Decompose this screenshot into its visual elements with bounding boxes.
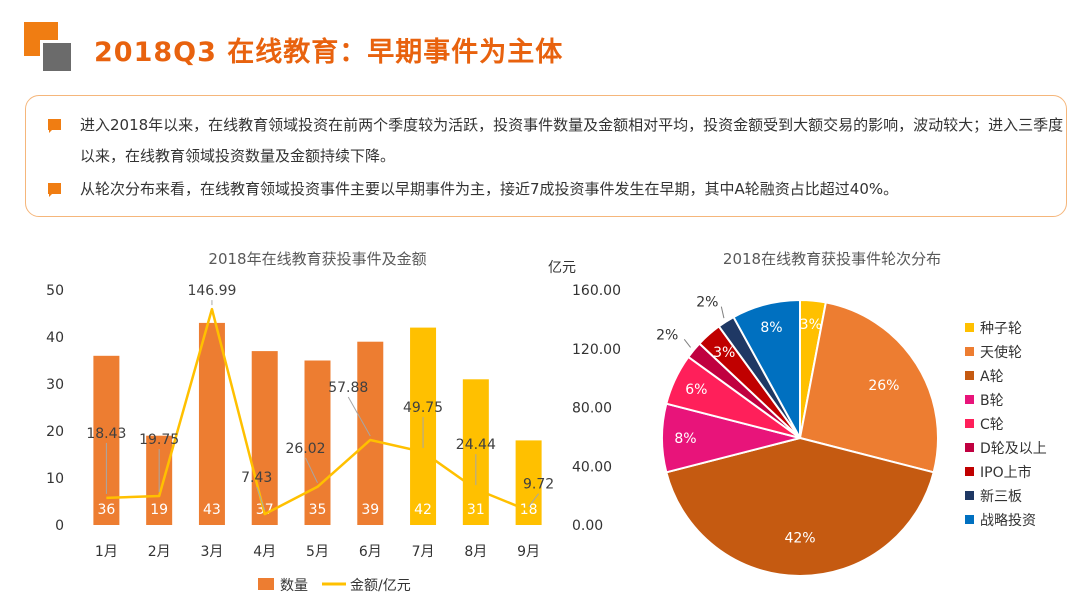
bar-4月	[251, 351, 278, 525]
legend-label-新三板: 新三板	[980, 489, 1022, 505]
legend-label-D轮及以上: D轮及以上	[980, 441, 1047, 457]
pie-slice-label: 8%	[760, 320, 782, 336]
line-label-leader	[347, 396, 371, 437]
legend-label-A轮: A轮	[980, 369, 1004, 385]
x-axis-tick: 3月	[200, 544, 223, 560]
legend-swatch-count	[258, 578, 274, 590]
bar-5月	[304, 360, 331, 525]
pie-chart-title: 2018在线教育获投事件轮次分布	[723, 250, 941, 268]
legend-label-C轮: C轮	[980, 417, 1004, 433]
x-axis-tick: 2月	[148, 544, 171, 560]
pie-slice-天使轮	[798, 301, 939, 474]
page-title: 2018Q3 在线教育：早期事件为主体	[94, 37, 564, 68]
bar-6月	[357, 341, 384, 525]
legend-swatch	[965, 443, 974, 452]
x-axis-tick: 4月	[253, 544, 276, 560]
line-value-label: 9.72	[523, 477, 554, 493]
line-value-label: 49.75	[403, 400, 443, 416]
legend-label-IPO上市: IPO上市	[980, 464, 1032, 481]
bar-9月	[515, 440, 542, 525]
legend-swatch	[965, 323, 974, 332]
speech-bubble-icon	[48, 183, 61, 197]
speech-bubble-icon	[48, 119, 61, 133]
line-value-label: 57.88	[328, 380, 368, 396]
line-value-label: 7.43	[241, 470, 272, 486]
line-label-leader	[305, 457, 318, 483]
x-axis-tick: 5月	[306, 544, 329, 560]
legend-swatch	[965, 419, 974, 428]
legend-swatch	[965, 467, 974, 476]
line-label-leader	[256, 486, 266, 511]
legend-swatch	[965, 371, 974, 380]
left-axis-tick: 50	[46, 283, 64, 299]
pie-slice-label: 3%	[800, 317, 822, 333]
left-axis-tick: 0	[55, 518, 64, 534]
bar-value-label: 31	[467, 502, 485, 518]
legend-swatch	[965, 491, 974, 500]
line-value-label: 26.02	[285, 441, 325, 457]
line-value-label: 24.44	[456, 437, 496, 453]
legend-label-战略投资: 战略投资	[980, 513, 1036, 529]
line-value-label: 18.43	[86, 426, 126, 442]
right-axis-tick: 160.00	[572, 283, 621, 299]
line-value-label: 19.75	[139, 432, 179, 448]
pie-slice-label: 42%	[784, 530, 815, 546]
legend-label-B轮: B轮	[980, 393, 1004, 409]
bar-value-label: 35	[309, 502, 327, 518]
left-axis-tick: 10	[46, 471, 64, 487]
summary-box: 进入2018年以来，在线教育领域投资在前两个季度较为活跃，投资事件数量及金额相对…	[25, 95, 1067, 217]
bar-value-label: 39	[361, 502, 379, 518]
line-label-leader	[528, 493, 540, 508]
pie-slice-label: 3%	[713, 345, 735, 361]
x-axis-tick: 8月	[464, 544, 487, 560]
legend-swatch	[965, 347, 974, 356]
bar-3月	[198, 322, 225, 525]
legend-label-天使轮: 天使轮	[980, 344, 1022, 361]
x-axis-tick: 9月	[517, 544, 540, 560]
legend-label-amount: 金额/亿元	[350, 578, 411, 594]
pie-label-leader	[683, 338, 691, 348]
pie-slice-label: 26%	[868, 378, 899, 394]
pie-slice-战略投资	[732, 298, 801, 439]
x-axis-tick: 1月	[95, 544, 118, 560]
legend-label-种子轮: 种子轮	[980, 321, 1022, 337]
bar-value-label: 43	[203, 502, 221, 518]
pie-slice-label: 2%	[656, 327, 678, 343]
bar-value-label: 36	[97, 502, 115, 518]
legend-swatch	[965, 515, 974, 524]
left-axis-tick: 40	[46, 330, 64, 346]
bar-8月	[462, 379, 489, 525]
right-axis-tick: 40.00	[572, 459, 612, 475]
summary-bullet-2: 从轮次分布来看，在线教育领域投资事件主要以早期事件为主，接近7成投资事件发生在早…	[48, 174, 1070, 205]
legend-swatch	[965, 395, 974, 404]
bar-value-label: 42	[414, 502, 432, 518]
pie-slice-label: 6%	[685, 382, 707, 398]
line-value-label: 146.99	[187, 283, 236, 299]
left-axis-tick: 20	[46, 424, 64, 440]
right-axis-unit: 亿元	[548, 260, 576, 276]
right-axis-tick: 80.00	[572, 401, 612, 417]
pie-label-leader	[720, 306, 725, 319]
logo-square-gray	[40, 40, 74, 74]
x-axis-tick: 7月	[412, 544, 435, 560]
pie-slice-label: 8%	[674, 431, 696, 447]
line-series-amount	[106, 307, 530, 516]
legend-label-count: 数量	[280, 578, 308, 594]
right-axis-tick: 0.00	[572, 518, 603, 534]
right-axis-tick: 120.00	[572, 342, 621, 358]
pie-slice-A轮	[665, 436, 935, 577]
summary-text-2: 从轮次分布来看，在线教育领域投资事件主要以早期事件为主，接近7成投资事件发生在早…	[80, 180, 899, 198]
summary-bullet-1: 进入2018年以来，在线教育领域投资在前两个季度较为活跃，投资事件数量及金额相对…	[48, 110, 1070, 172]
bar-value-label: 19	[150, 502, 168, 518]
x-axis-tick: 6月	[359, 544, 382, 560]
left-axis-tick: 30	[46, 377, 64, 393]
bar-chart-title: 2018年在线教育获投事件及金额	[208, 250, 426, 268]
summary-text-1: 进入2018年以来，在线教育领域投资在前两个季度较为活跃，投资事件数量及金额相对…	[80, 116, 1064, 165]
pie-slice-label: 2%	[696, 295, 718, 311]
